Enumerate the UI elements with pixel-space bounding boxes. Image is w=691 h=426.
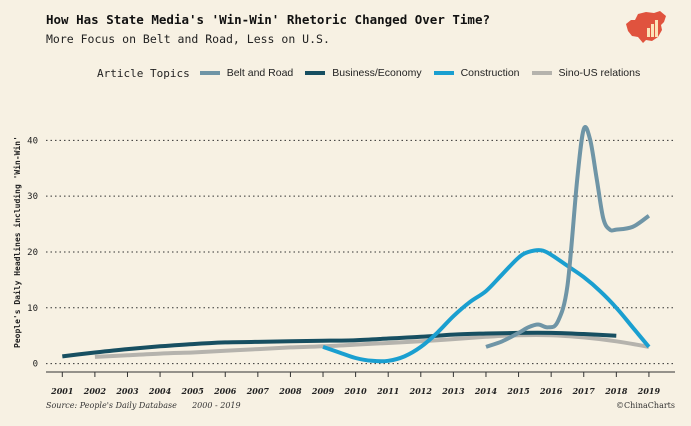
- x-tick-label-2008: 2008: [278, 386, 302, 396]
- x-tick-label-2012: 2012: [409, 386, 433, 396]
- chart-subtitle: More Focus on Belt and Road, Less on U.S…: [46, 32, 330, 46]
- chart-title: How Has State Media's 'Win-Win' Rhetoric…: [46, 12, 491, 27]
- x-tick-label-2002: 2002: [83, 386, 107, 396]
- x-tick-label-2017: 2017: [572, 386, 596, 396]
- x-tick-label-2011: 2011: [376, 386, 399, 396]
- x-tick-label-2005: 2005: [181, 386, 205, 396]
- legend-swatch-belt-and-road: [199, 71, 220, 75]
- x-tick-label-2004: 2004: [148, 386, 172, 396]
- legend-item-belt-and-road: Belt and Road: [199, 67, 294, 79]
- y-tick-label-0: 0: [33, 360, 38, 370]
- series-line-construction: [322, 248, 651, 364]
- x-tick-label-2015: 2015: [506, 386, 530, 396]
- source-note: Source: People's Daily Database 2000 - 2…: [46, 401, 241, 410]
- x-tick-label-2014: 2014: [474, 386, 498, 396]
- legend-label-business-economy: Business/Economy: [332, 67, 422, 79]
- y-tick-label-20: 20: [27, 248, 38, 258]
- y-axis-label: People's Daily Headlines including 'Win-…: [13, 136, 22, 348]
- x-tick-label-2013: 2013: [441, 386, 465, 396]
- y-tick-label-30: 30: [27, 192, 38, 202]
- x-tick-label-2009: 2009: [311, 386, 335, 396]
- series-line-belt-and-road: [485, 125, 651, 349]
- x-tick-label-2006: 2006: [213, 386, 237, 396]
- x-tick-label-2019: 2019: [637, 386, 661, 396]
- legend-label-belt-and-road: Belt and Road: [226, 67, 294, 79]
- series-line-sino-us-relations: [94, 332, 650, 359]
- chart-legend: Article Topics Belt and Road Business/Ec…: [97, 64, 652, 82]
- y-tick-label-40: 40: [27, 136, 38, 146]
- legend-item-sino-us-relations: Sino-US relations: [531, 67, 641, 79]
- legend-item-business-economy: Business/Economy: [305, 67, 422, 79]
- china-map-logo-icon: [626, 11, 666, 43]
- legend-label-construction: Construction: [460, 67, 520, 79]
- legend-item-construction: Construction: [433, 67, 520, 79]
- legend-swatch-sino-us-relations: [531, 71, 552, 75]
- legend-swatch-construction: [433, 71, 454, 75]
- series-line-business-economy: [62, 330, 617, 359]
- legend-label-sino-us-relations: Sino-US relations: [558, 67, 641, 79]
- legend-title: Article Topics: [97, 66, 190, 80]
- x-tick-label-2007: 2007: [246, 386, 270, 396]
- x-tick-label-2010: 2010: [343, 386, 367, 396]
- x-tick-label-2016: 2016: [539, 386, 563, 396]
- x-tick-label-2018: 2018: [604, 386, 628, 396]
- x-tick-label-2001: 2001: [50, 386, 73, 396]
- y-tick-label-10: 10: [27, 304, 38, 314]
- legend-swatch-business-economy: [305, 71, 326, 75]
- credit-note: ©ChinaCharts: [616, 401, 675, 410]
- x-tick-label-2003: 2003: [115, 386, 139, 396]
